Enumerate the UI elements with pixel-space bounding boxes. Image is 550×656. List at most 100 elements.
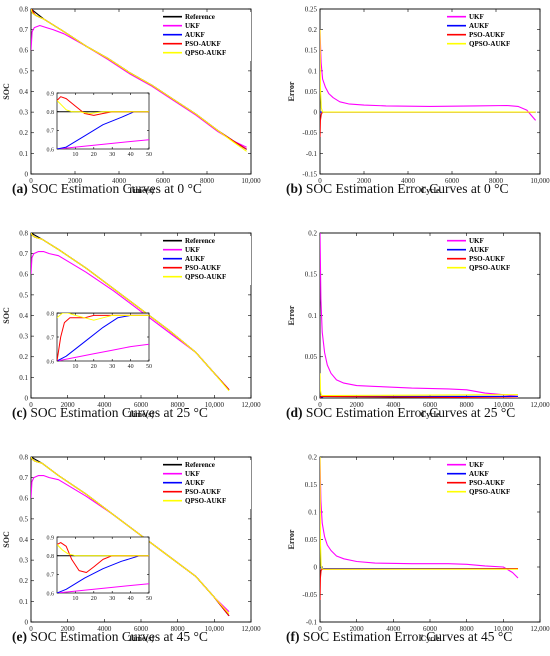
y-tick-label: 0.8 bbox=[47, 554, 55, 560]
y-tick-label: 0 bbox=[314, 109, 318, 117]
y-axis-label: SOC bbox=[2, 83, 11, 100]
x-tick-label: 2000 bbox=[350, 401, 365, 409]
y-tick-label: 0.8 bbox=[47, 110, 55, 116]
y-tick-label: 0.7 bbox=[47, 335, 55, 341]
inset-panel-c: 10 20 30 40 50 0.6 0.7 0.8 bbox=[47, 311, 153, 370]
y-axis-label: Error bbox=[287, 529, 296, 549]
x-tick-label: 2000 bbox=[61, 625, 76, 633]
x-tick-label: 12,000 bbox=[241, 401, 261, 409]
y-tick-label: -0.1 bbox=[306, 618, 318, 626]
y-tick-label: 0.1 bbox=[19, 598, 28, 606]
series-line-pso-aukf bbox=[57, 314, 149, 361]
series-line-ukf bbox=[57, 343, 149, 361]
x-tick-label: 0 bbox=[318, 177, 322, 185]
y-tick-label: 0.3 bbox=[19, 109, 28, 117]
y-tick-label: 0.7 bbox=[47, 129, 55, 135]
y-tick-label: 0.7 bbox=[19, 26, 28, 34]
y-tick-label: 0.6 bbox=[19, 495, 28, 503]
legend-label: UKF bbox=[469, 237, 484, 245]
x-tick-label: 12,000 bbox=[530, 625, 550, 633]
x-tick-label: 6000 bbox=[423, 625, 438, 633]
y-tick-label: 0.6 bbox=[47, 359, 55, 365]
x-axis-label: Cycle bbox=[420, 186, 440, 195]
x-tick-label: 8000 bbox=[171, 625, 186, 633]
y-tick-label: 0.9 bbox=[47, 535, 55, 541]
series-line-qpso-aukf bbox=[320, 373, 519, 397]
y-tick-label: 0.7 bbox=[47, 573, 55, 579]
y-tick-label: 0.2 bbox=[308, 229, 317, 237]
y-tick-label: 0.8 bbox=[19, 5, 28, 13]
legend-label: UKF bbox=[185, 246, 200, 254]
x-tick-label: 10 bbox=[72, 364, 78, 370]
y-tick-label: 0.4 bbox=[19, 312, 28, 320]
series-line-qpso-aukf bbox=[57, 100, 149, 114]
series-line-pso-aukf bbox=[320, 395, 519, 398]
caption-text: SOC Estimation Error Curves at 25 °C bbox=[302, 405, 516, 420]
y-tick-label: -0.05 bbox=[302, 129, 317, 137]
y-tick-label: 0.5 bbox=[19, 67, 28, 75]
y-tick-label: 0.25 bbox=[305, 5, 318, 13]
x-tick-label: 8000 bbox=[460, 625, 475, 633]
chart-panel-c: 0 2000 4000 6000 8000 10,000 12,000 0 0.1 0.2 0.3 0… bbox=[2, 229, 261, 419]
legend-label: UKF bbox=[185, 470, 200, 478]
y-tick-label: 0.15 bbox=[305, 47, 318, 55]
y-tick-label: 0 bbox=[25, 618, 29, 626]
legend-label: UKF bbox=[185, 22, 200, 30]
inset-frame bbox=[56, 92, 150, 150]
legend-label: AUKF bbox=[469, 246, 489, 254]
x-tick-label: 20 bbox=[91, 596, 97, 602]
series-line-qpso-aukf bbox=[57, 544, 149, 557]
x-tick-label: 4000 bbox=[97, 401, 112, 409]
legend-label: UKF bbox=[469, 13, 484, 21]
caption-letter: (a) bbox=[12, 181, 28, 196]
legend-label: AUKF bbox=[185, 479, 205, 487]
series-line-qpso-aukf bbox=[57, 313, 149, 321]
y-tick-label: 0.6 bbox=[47, 591, 55, 597]
x-axis-label: Time(s) bbox=[128, 634, 154, 643]
chart-panel-f: 0 2000 4000 6000 8000 10,000 12,000 -0.1 -0.05 0 0… bbox=[287, 453, 550, 643]
legend-box bbox=[444, 236, 535, 276]
x-tick-label: 4000 bbox=[386, 401, 401, 409]
x-tick-label: 4000 bbox=[112, 177, 127, 185]
y-tick-label: 0.2 bbox=[308, 26, 317, 34]
y-tick-label: 0.8 bbox=[19, 453, 28, 461]
caption-text: SOC Estimation Curves at 45 °C bbox=[26, 629, 208, 644]
legend-label: AUKF bbox=[469, 22, 489, 30]
series-line-qpso-aukf bbox=[31, 233, 230, 392]
legend-label: Reference bbox=[185, 13, 215, 21]
caption-letter: (c) bbox=[12, 405, 27, 420]
x-tick-label: 30 bbox=[109, 596, 115, 602]
y-tick-label: 0.1 bbox=[19, 374, 28, 382]
y-tick-label: 0.9 bbox=[47, 91, 55, 97]
legend-label: AUKF bbox=[469, 470, 489, 478]
series-line-ukf bbox=[320, 29, 537, 121]
legend-label: Reference bbox=[185, 461, 215, 469]
x-tick-label: 10,000 bbox=[494, 625, 514, 633]
series-line-qpso-aukf bbox=[31, 9, 247, 152]
y-tick-label: 0.1 bbox=[308, 312, 317, 320]
y-tick-label: 0.6 bbox=[19, 271, 28, 279]
y-tick-label: 0.2 bbox=[19, 129, 28, 137]
chart-panel-e: 0 2000 4000 6000 8000 10,000 12,000 0 0.1 0.2 0.3 0… bbox=[2, 453, 261, 643]
x-tick-label: 40 bbox=[128, 596, 134, 602]
y-tick-label: -0.15 bbox=[302, 170, 317, 178]
chart-panel-d: 0 2000 4000 6000 8000 10,000 12,000 0 0.05 0.1 0.1… bbox=[287, 229, 550, 419]
series-line-qpso-aukf bbox=[31, 457, 230, 615]
y-tick-label: 0 bbox=[25, 394, 29, 402]
x-tick-label: 2000 bbox=[68, 177, 83, 185]
y-tick-label: 0.2 bbox=[308, 453, 317, 461]
x-tick-label: 12,000 bbox=[241, 625, 261, 633]
x-tick-label: 0 bbox=[29, 625, 33, 633]
legend-label: PSO-AUKF bbox=[469, 31, 505, 39]
y-tick-label: 0.05 bbox=[305, 88, 318, 96]
legend-label: QPSO-AUKF bbox=[469, 264, 510, 272]
x-tick-label: 20 bbox=[91, 364, 97, 370]
caption-letter: (f) bbox=[286, 629, 300, 644]
legend-label: UKF bbox=[469, 461, 484, 469]
y-tick-label: 0.4 bbox=[19, 536, 28, 544]
y-tick-label: -0.05 bbox=[302, 591, 317, 599]
x-tick-label: 2000 bbox=[357, 177, 372, 185]
y-axis-label: SOC bbox=[2, 531, 11, 548]
y-tick-label: 0 bbox=[314, 563, 318, 571]
x-tick-label: 6000 bbox=[423, 401, 438, 409]
